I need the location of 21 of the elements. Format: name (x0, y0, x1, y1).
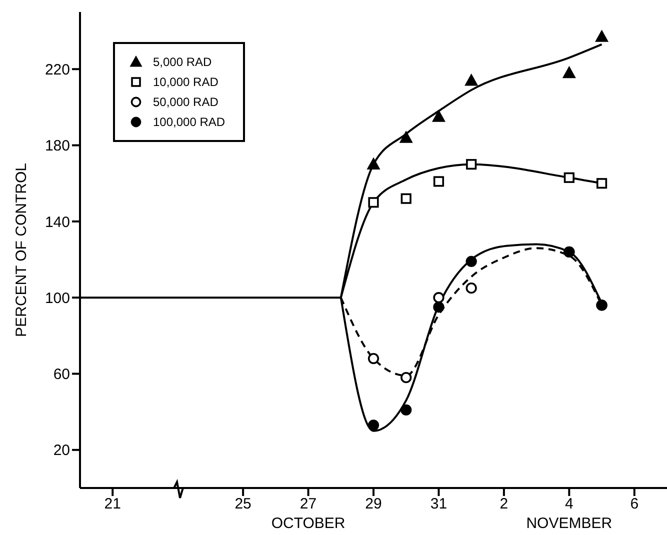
y-tick-label: 60 (53, 366, 70, 384)
x-tick-label: 31 (430, 496, 448, 513)
x-tick-label: 4 (564, 496, 574, 513)
x-tick-label: 2 (500, 496, 508, 513)
y-tick-label: 140 (44, 214, 70, 231)
y-tick-label: 100 (44, 290, 70, 307)
x-tick-label: 25 (234, 496, 252, 513)
y-axis-title: PERCENT OF CONTROL (12, 162, 31, 339)
text: OCTOBER (270, 515, 346, 532)
y-tick-label: 180 (44, 138, 70, 155)
x-tick-label: 27 (300, 496, 317, 513)
y-tick-label: 20 (53, 442, 70, 460)
legend-label: 5,000 RAD (153, 55, 212, 69)
x-tick-label: 29 (365, 496, 382, 513)
y-tick-label: 220 (44, 61, 70, 78)
legend-label: 10,000 RAD (153, 75, 218, 89)
x-tick-label: 6 (630, 496, 639, 513)
legend-label: 50,000 RAD (153, 95, 218, 109)
x-tick-label: 21 (104, 496, 121, 513)
legend-label: 100,000 RAD (153, 115, 226, 129)
text: NOVEMBER (525, 515, 614, 532)
